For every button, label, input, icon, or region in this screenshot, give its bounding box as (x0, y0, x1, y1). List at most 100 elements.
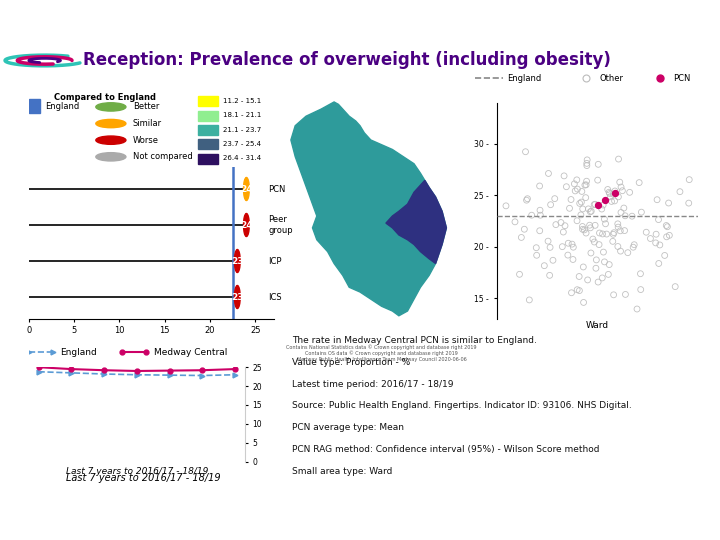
Text: Source: Public Health England. Fingertips. Indicator ID: 93106. NHS Digital.: Source: Public Health England. Fingertip… (292, 402, 632, 410)
Point (534, 206, 546, 214)
Point (557, 228, 569, 237)
Point (616, 186, 628, 195)
X-axis label: Ward: Ward (586, 321, 609, 330)
Point (644, 234, 656, 243)
Text: England: England (508, 74, 541, 83)
Point (608, 228, 620, 237)
Point (582, 205, 594, 213)
Text: England: England (60, 348, 97, 357)
Text: PCN: PCN (673, 74, 690, 83)
Point (534, 226, 546, 235)
Point (542, 237, 554, 246)
Point (567, 240, 578, 248)
Point (609, 197, 621, 205)
Point (587, 235, 598, 244)
Text: PCN: PCN (268, 185, 286, 193)
Text: 18.1 - 21.1: 18.1 - 21.1 (223, 112, 261, 118)
Point (598, 215, 610, 224)
Point (588, 238, 600, 246)
Circle shape (235, 249, 240, 273)
Point (616, 183, 627, 191)
Point (627, 243, 639, 252)
Point (659, 251, 670, 260)
Point (608, 291, 619, 299)
Point (585, 207, 597, 215)
Point (662, 222, 673, 231)
Point (674, 187, 685, 196)
Point (570, 187, 581, 195)
Text: Small area type: Ward: Small area type: Ward (292, 467, 392, 476)
Point (612, 242, 624, 251)
Point (612, 220, 624, 228)
Text: Latest time period: 2016/17 - 18/19: Latest time period: 2016/17 - 18/19 (292, 380, 454, 389)
Point (602, 185, 613, 194)
Point (670, 282, 681, 291)
Text: 24: 24 (240, 185, 253, 193)
Point (596, 205, 608, 213)
Point (534, 211, 546, 220)
Point (635, 269, 647, 278)
Point (598, 248, 609, 256)
Text: 24: 24 (240, 220, 253, 230)
Text: Similar: Similar (132, 119, 162, 128)
Text: PCN RAG method: Confidence interval (95%) - Wilson Score method: PCN RAG method: Confidence interval (95%… (292, 445, 600, 454)
Point (584, 221, 595, 230)
Point (629, 240, 640, 249)
Point (567, 243, 579, 252)
Point (577, 262, 589, 271)
Text: Not compared: Not compared (132, 152, 192, 161)
Point (606, 197, 617, 206)
Point (683, 199, 695, 207)
Point (624, 188, 636, 197)
Point (577, 205, 588, 213)
Point (581, 159, 593, 168)
Text: Medway Central: Medway Central (153, 348, 227, 357)
Circle shape (96, 153, 126, 161)
Point (572, 185, 583, 193)
Point (574, 199, 585, 208)
Point (518, 225, 530, 234)
Point (590, 255, 602, 264)
Point (579, 226, 590, 234)
Text: ICP: ICP (268, 256, 282, 266)
Point (618, 226, 630, 235)
Point (544, 243, 556, 252)
Text: 11.2 - 15.1: 11.2 - 15.1 (223, 98, 261, 104)
Point (622, 248, 634, 257)
Text: Other: Other (600, 74, 624, 83)
Point (522, 194, 534, 203)
Point (620, 290, 631, 299)
Point (578, 298, 590, 307)
Point (599, 196, 611, 205)
Point (608, 230, 619, 239)
Point (593, 160, 604, 168)
Point (598, 201, 609, 210)
Text: ICS: ICS (268, 293, 282, 301)
Point (596, 274, 608, 282)
Point (531, 244, 542, 252)
Point (614, 178, 626, 186)
Point (631, 305, 643, 313)
Point (539, 261, 550, 270)
Circle shape (96, 103, 126, 111)
Text: England: England (45, 102, 79, 111)
Point (547, 256, 559, 265)
Point (526, 211, 537, 220)
Point (579, 181, 590, 190)
Point (562, 251, 574, 259)
Point (636, 208, 647, 217)
Point (543, 169, 554, 178)
Text: Contains National Statistics data © Crown copyright and database right 2019
Cont: Contains National Statistics data © Crow… (287, 345, 477, 362)
Point (590, 200, 601, 208)
Point (550, 220, 562, 229)
Point (588, 200, 600, 209)
Point (634, 178, 645, 187)
Point (585, 249, 597, 258)
Text: Reception: Prevalence of overweight (including obesity): Reception: Prevalence of overweight (inc… (83, 51, 611, 70)
Point (544, 271, 555, 280)
Text: Better: Better (132, 103, 159, 111)
Point (509, 218, 521, 226)
Point (590, 221, 601, 230)
Point (575, 198, 587, 206)
Point (663, 199, 675, 207)
